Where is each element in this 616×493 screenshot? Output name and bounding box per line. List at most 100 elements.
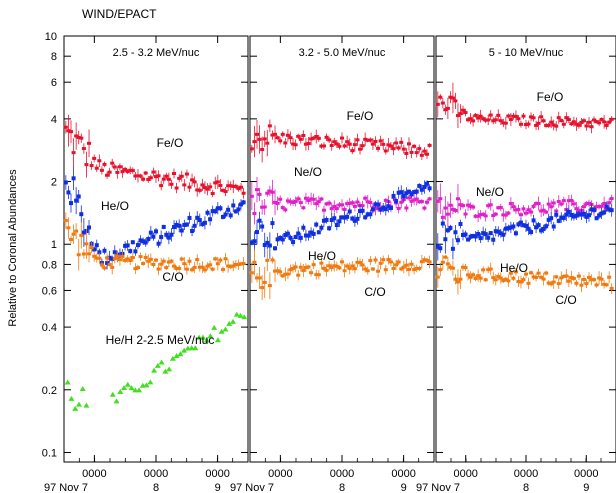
data-point	[252, 140, 257, 144]
data-point	[566, 279, 571, 283]
data-point	[453, 99, 458, 103]
data-point	[146, 237, 151, 242]
data-point	[71, 151, 76, 155]
data-point	[156, 241, 161, 246]
data-point	[324, 268, 329, 272]
data-point	[378, 139, 383, 143]
panel-3: 97 Nov 7 0000 0000 8 0000 9 5 - 10 MeV/nuc Fe/O…	[416, 35, 616, 493]
data-point	[524, 123, 528, 127]
data-point	[329, 218, 334, 223]
data-point	[203, 337, 210, 343]
data-point	[425, 258, 430, 262]
data-point	[347, 266, 352, 270]
data-point	[141, 262, 146, 266]
data-point	[513, 231, 518, 236]
panel-energy-label: 2.5 - 3.2 MeV/nuc	[113, 47, 200, 59]
data-point	[174, 186, 179, 190]
data-point	[355, 200, 360, 204]
data-point	[296, 197, 301, 201]
data-point	[360, 263, 365, 267]
data-point	[468, 117, 473, 121]
data-point	[396, 206, 401, 210]
data-point	[419, 260, 424, 264]
data-point	[566, 209, 571, 214]
data-point	[516, 208, 521, 212]
data-point	[471, 273, 476, 277]
x-tick-date-label: 97 Nov 7	[416, 482, 460, 493]
data-point	[427, 143, 432, 147]
data-point	[508, 201, 513, 205]
data-point	[63, 180, 68, 185]
data-point	[365, 212, 370, 217]
series-fe-o	[435, 82, 614, 134]
data-point	[117, 258, 122, 262]
data-point	[466, 203, 471, 207]
data-point	[291, 266, 296, 270]
data-point	[355, 260, 360, 264]
data-point	[463, 212, 468, 216]
data-point	[252, 211, 257, 215]
data-point	[486, 118, 491, 122]
data-point	[461, 232, 465, 237]
data-point	[63, 125, 68, 129]
data-point	[197, 265, 202, 269]
data-point	[278, 139, 283, 143]
data-point	[579, 120, 584, 124]
data-point	[503, 121, 508, 125]
data-point	[311, 263, 316, 267]
data-point	[491, 276, 496, 280]
data-point	[280, 274, 285, 278]
data-point	[159, 184, 164, 188]
data-point	[417, 266, 422, 270]
data-point	[83, 402, 90, 408]
data-point	[158, 359, 165, 365]
data-point	[592, 118, 597, 122]
data-point	[236, 263, 241, 267]
data-point	[192, 223, 197, 228]
data-point	[541, 208, 546, 212]
data-point	[141, 177, 146, 181]
data-point	[476, 231, 481, 236]
data-point	[192, 265, 197, 269]
data-point	[169, 232, 174, 237]
data-point	[321, 266, 326, 270]
y-tick-label: 0.1	[42, 447, 57, 459]
data-point	[524, 223, 528, 228]
data-point	[210, 192, 215, 196]
data-point	[378, 261, 383, 265]
data-point	[249, 271, 254, 275]
data-point	[604, 283, 609, 287]
data-point	[184, 172, 189, 176]
data-point	[607, 201, 612, 205]
data-point	[222, 326, 229, 332]
panel-energy-label: 5 - 10 MeV/nuc	[489, 47, 564, 59]
data-point	[345, 264, 350, 268]
data-point	[76, 253, 81, 257]
data-point	[136, 387, 143, 393]
data-point	[531, 218, 536, 223]
data-point	[466, 237, 471, 242]
data-point	[195, 188, 200, 192]
data-point	[419, 187, 424, 192]
data-point	[352, 218, 357, 223]
data-point	[208, 185, 213, 189]
data-point	[478, 236, 483, 241]
data-point	[406, 196, 411, 200]
series-annotation: He/O	[101, 199, 129, 213]
data-point	[559, 119, 564, 123]
data-point	[352, 204, 357, 208]
data-point	[503, 277, 508, 281]
data-point	[218, 183, 223, 187]
data-point	[541, 119, 546, 123]
data-point	[491, 119, 496, 123]
data-point	[471, 205, 476, 209]
data-point	[453, 208, 458, 212]
data-point	[342, 207, 347, 211]
data-point	[391, 193, 396, 198]
data-point	[376, 202, 381, 207]
data-point	[531, 116, 536, 120]
data-point	[529, 271, 534, 275]
data-point	[594, 283, 599, 287]
data-point	[417, 147, 422, 151]
data-point	[463, 111, 468, 115]
